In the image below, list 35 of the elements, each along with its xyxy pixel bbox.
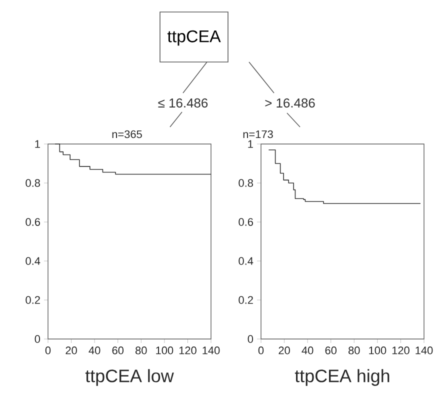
x-tick-label: 80 bbox=[348, 346, 360, 354]
y-tick-label: 0.2 bbox=[26, 296, 40, 304]
y-tick-label: 0 bbox=[34, 335, 40, 343]
x-tick-label: 40 bbox=[302, 346, 314, 354]
x-tick-label: 60 bbox=[112, 346, 124, 354]
chart-title: n=365 bbox=[112, 130, 142, 138]
y-tick-label: 0.4 bbox=[238, 257, 254, 265]
text: > 16.486 bbox=[265, 98, 315, 108]
y-tick-label: 0.6 bbox=[238, 218, 253, 226]
x-tick-label: 20 bbox=[278, 346, 290, 354]
y-tick-label: 0.2 bbox=[238, 296, 253, 304]
x-tick-label: 140 bbox=[416, 346, 433, 354]
x-tick-label: 0 bbox=[258, 346, 264, 354]
x-tick-label: 140 bbox=[202, 346, 220, 354]
y-tick-label: 1 bbox=[35, 140, 40, 148]
x-tick-label: 120 bbox=[179, 346, 196, 354]
x-axis-title: ttpCEA high bbox=[294, 369, 390, 386]
x-tick-label: 120 bbox=[392, 346, 410, 354]
y-tick-label: 0.6 bbox=[26, 218, 40, 226]
x-tick-label: 0 bbox=[45, 346, 51, 354]
x-tick-label: 60 bbox=[325, 346, 337, 354]
y-tick-label: 1 bbox=[248, 140, 253, 148]
text: ttpCEA bbox=[167, 30, 221, 46]
y-tick-label: 0.8 bbox=[238, 179, 253, 187]
x-axis-title: ttpCEA low bbox=[85, 369, 174, 386]
y-tick-label: 0 bbox=[248, 335, 254, 343]
text: ≤ 16.486 bbox=[158, 98, 208, 108]
x-tick-label: 100 bbox=[156, 346, 174, 354]
x-tick-label: 80 bbox=[136, 346, 147, 354]
x-tick-label: 20 bbox=[66, 346, 77, 354]
x-tick-label: 100 bbox=[369, 346, 386, 354]
x-tick-label: 40 bbox=[88, 346, 100, 354]
y-tick-label: 0.8 bbox=[26, 179, 40, 187]
chart-title: n=173 bbox=[243, 130, 273, 138]
y-tick-label: 0.4 bbox=[26, 257, 40, 265]
